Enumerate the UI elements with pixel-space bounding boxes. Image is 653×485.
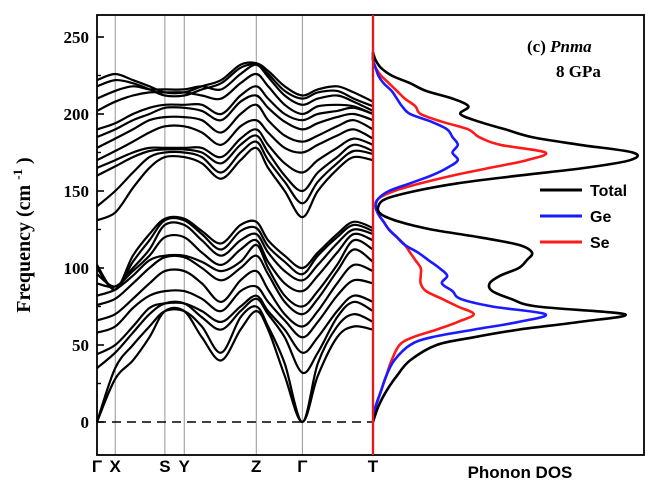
phonon-band — [96, 221, 374, 288]
y-axis-label-main: Frequency (cm — [13, 184, 35, 312]
phonon-band — [96, 278, 374, 339]
pressure-label: 8 GPa — [556, 62, 601, 81]
phonon-band — [96, 134, 374, 193]
dos-curve — [371, 52, 548, 423]
phonon-band — [96, 215, 374, 291]
dos-curve — [371, 52, 548, 423]
phonon-band — [96, 103, 374, 149]
phonon-band — [95, 305, 374, 424]
phonon-band — [96, 118, 374, 162]
kpoint-label: S — [159, 457, 170, 476]
phonon-bands — [95, 61, 374, 424]
phonon-band — [96, 217, 374, 291]
y-axis-label-sup: -1 — [10, 169, 25, 180]
panel-title-prefix: (c) — [527, 37, 550, 56]
phonon-band — [96, 248, 374, 316]
phonon-band — [96, 85, 374, 131]
y-tick-label: 100 — [64, 259, 90, 278]
legend-label: Se — [590, 235, 610, 252]
phonon-band — [96, 94, 374, 139]
phonon-band — [95, 306, 374, 424]
phonon-band — [96, 263, 374, 328]
dos-curve — [371, 52, 639, 423]
y-tick-label: 50 — [72, 336, 89, 355]
legend: Total Ge Se — [540, 183, 627, 252]
legend-label: Total — [590, 183, 627, 200]
y-tick-label: 0 — [81, 413, 90, 432]
y-axis-label: Frequency (cm -1 ) — [5, 157, 35, 312]
phonon-band — [96, 146, 374, 222]
panel-title: (c) Pnma — [527, 37, 592, 56]
legend-label: Ge — [590, 209, 611, 226]
kpoint-label: Γ — [297, 457, 307, 476]
phonon-band — [96, 232, 374, 293]
kpoint-label: X — [110, 457, 122, 476]
x-axis-label-dos: Phonon DOS — [468, 463, 573, 482]
kpoint-label: Z — [251, 457, 261, 476]
phonon-band — [96, 61, 374, 103]
phonon-band — [96, 140, 374, 208]
kpoint-label: T — [368, 457, 379, 476]
phonon-band — [96, 72, 374, 116]
kpoint-label: Γ — [92, 457, 102, 476]
phonon-band — [96, 238, 374, 308]
y-axis-label-close: ) — [13, 157, 35, 164]
y-axis: 0 50 100 150 200 250 — [64, 28, 104, 432]
y-tick-label: 150 — [64, 182, 90, 201]
phonon-band — [96, 128, 374, 174]
dos-curves — [371, 52, 639, 423]
phonon-band — [96, 294, 374, 356]
kpoint-label: Y — [179, 457, 191, 476]
y-tick-label: 200 — [64, 105, 90, 124]
phonon-band — [96, 63, 374, 108]
y-tick-label: 250 — [64, 28, 90, 47]
phonon-band — [96, 297, 374, 375]
panel-title-italic: Pnma — [549, 37, 592, 56]
plot-frame — [96, 14, 645, 456]
